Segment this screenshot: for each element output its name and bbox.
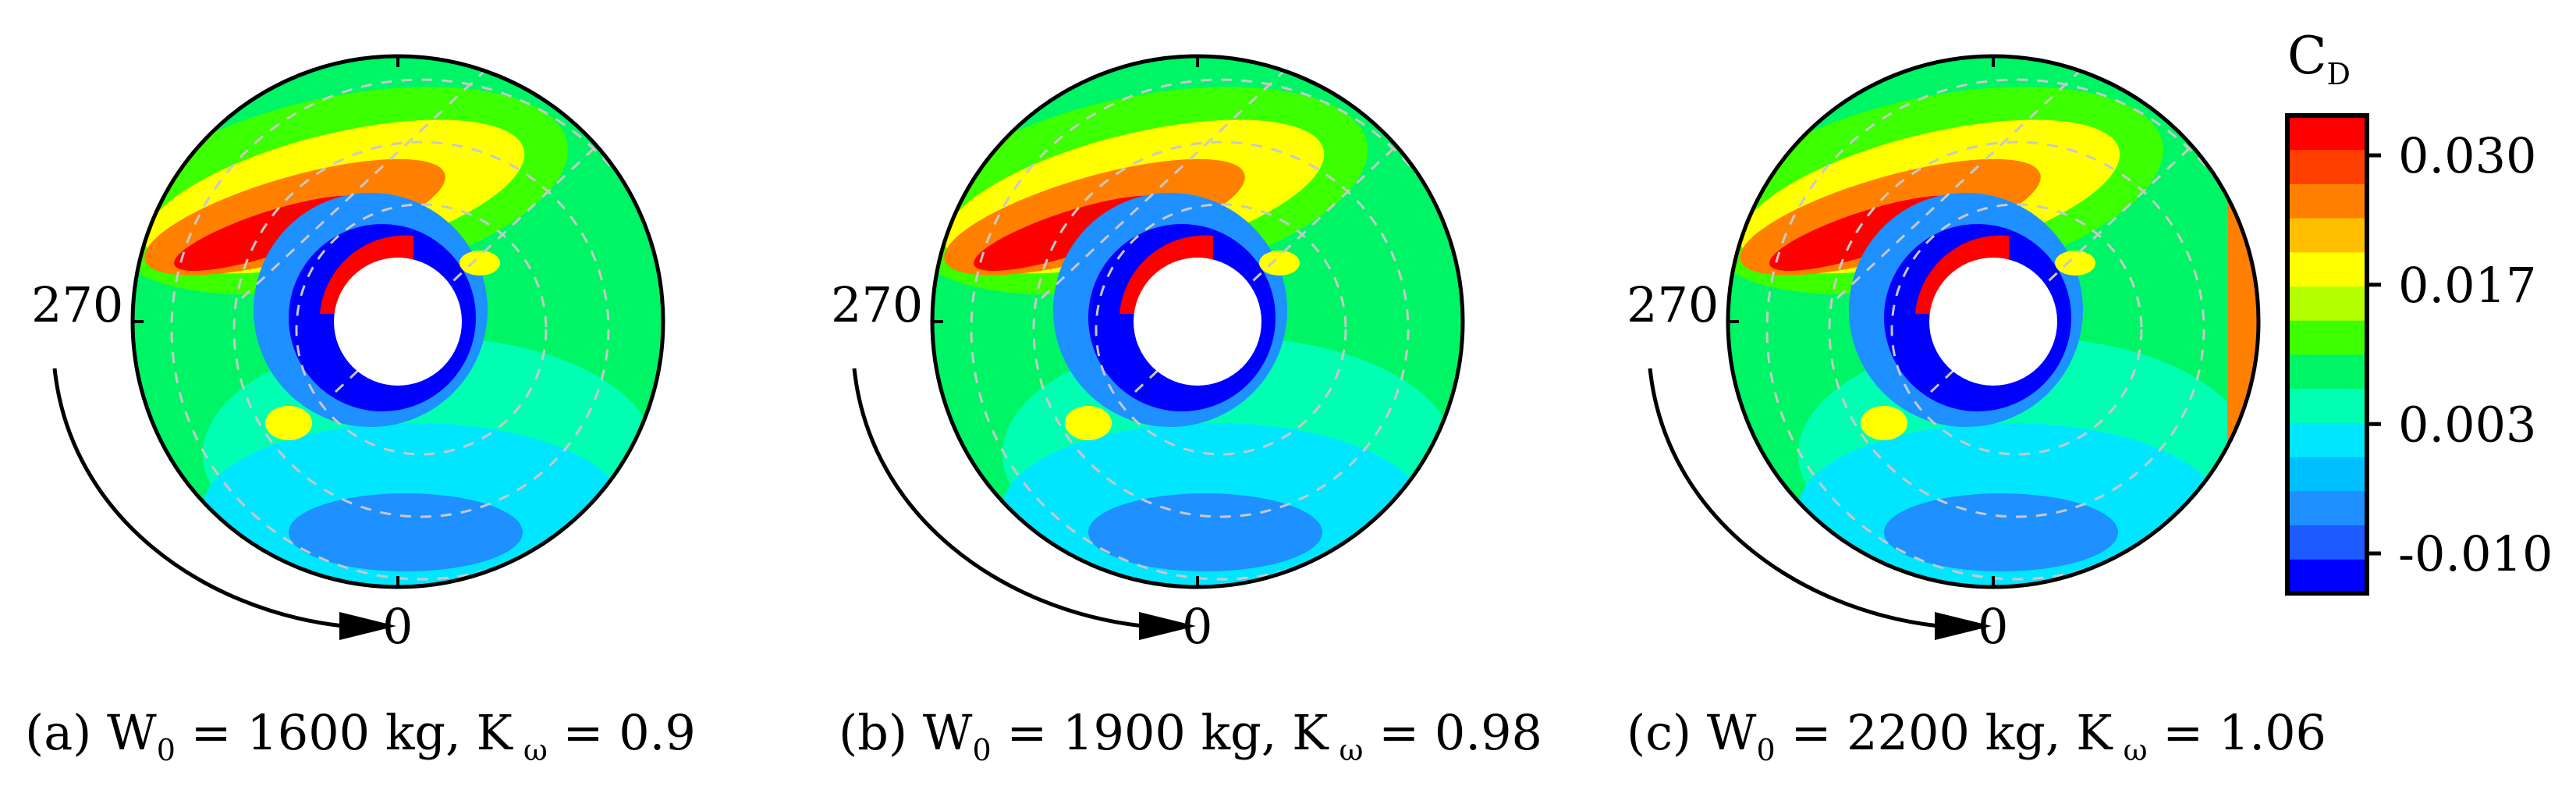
colorbar-band [2287, 286, 2367, 321]
colorbar-band [2287, 251, 2367, 287]
azimuth-270-label: 270 [831, 276, 923, 333]
field-edge-orange [2188, 142, 2258, 501]
colorbar-band [2287, 490, 2367, 526]
rotation-arrowhead [1935, 612, 1992, 640]
grid-ring-3 [970, 78, 1463, 581]
colorbar-tick-label: 0.030 [2398, 127, 2537, 184]
grid-spoke-2 [1040, 70, 1285, 300]
grid-ring-2 [1032, 141, 1410, 518]
grid-ring-1 [295, 203, 548, 456]
azimuth-270-label: 270 [31, 276, 123, 333]
grid-ring-3 [1765, 78, 2258, 581]
colorbar-band [2287, 116, 2367, 151]
field-yellow-spot [265, 406, 312, 440]
colorbar-tick-label: -0.010 [2398, 525, 2553, 582]
colorbar: CD 0.030 0.017 0.003 -0.010 [2285, 26, 2553, 596]
colorbar-ticks: 0.030 0.017 0.003 -0.010 [2367, 127, 2553, 582]
rotor-disk [930, 54, 1465, 589]
colorbar-band [2287, 354, 2367, 390]
rotor-disk [1726, 54, 2261, 589]
azimuth-0-label: 0 [1182, 598, 1212, 655]
hub-cutout [334, 258, 462, 386]
rotor-disk [130, 54, 665, 589]
grid-ring-1 [1890, 203, 2143, 456]
colorbar-band [2287, 525, 2367, 560]
grid-ring-2 [1828, 141, 2205, 518]
rotation-arrow [1648, 368, 1939, 628]
hub-cutout [1929, 258, 2057, 386]
grid-spoke-2 [240, 70, 485, 300]
rotation-arrow [52, 368, 344, 628]
field-yellow-spot-2 [459, 251, 500, 276]
colorbar-band [2287, 218, 2367, 253]
hub-cutout [1134, 258, 1261, 386]
colorbar-band [2287, 559, 2367, 594]
colorbar-band [2287, 457, 2367, 492]
colorbar-frame [2285, 113, 2369, 596]
colorbar-band [2287, 422, 2367, 457]
grid-spoke-2 [1836, 70, 2081, 300]
grid-ring-1 [1095, 203, 1347, 456]
colorbar-tick-label: 0.017 [2398, 257, 2537, 314]
colorbar-band [2287, 320, 2367, 355]
rotation-arrowhead [1139, 612, 1196, 640]
colorbar-band [2287, 149, 2367, 184]
field-yellow-spot [1861, 406, 1907, 440]
azimuth-0-label: 0 [382, 598, 413, 655]
grid-ring-3 [170, 78, 663, 581]
field-yellow-spot [1065, 406, 1112, 440]
colorbar-band [2287, 388, 2367, 423]
grid-ring-2 [232, 141, 610, 518]
rotation-arrow [852, 368, 1144, 628]
colorbar-band [2287, 183, 2367, 219]
azimuth-270-label: 270 [1627, 276, 1719, 333]
rotation-arrowhead [339, 612, 396, 640]
colorbar-bands [2287, 116, 2367, 594]
field-yellow-spot-2 [1259, 251, 1300, 276]
colorbar-tick-label: 0.003 [2398, 396, 2537, 453]
azimuth-0-label: 0 [1978, 598, 2008, 655]
field-yellow-spot-2 [2055, 251, 2095, 276]
colorbar-title: CD [2287, 26, 2351, 91]
